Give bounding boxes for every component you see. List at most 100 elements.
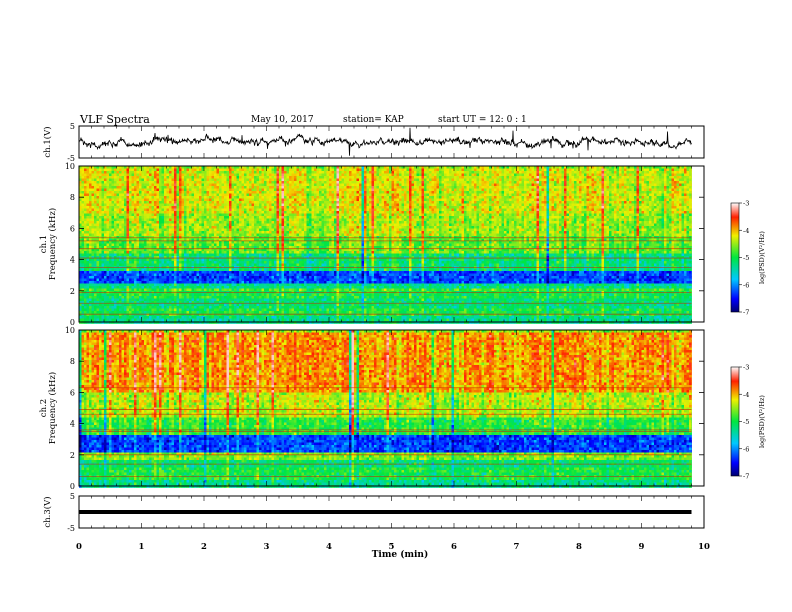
- spectrogram-cell: [244, 313, 247, 317]
- spectrogram-cell: [189, 298, 192, 302]
- spectrogram-cell: [81, 251, 85, 254]
- spectrogram-cell: [216, 288, 220, 292]
- spectrogram-cell: [151, 238, 155, 242]
- spectrogram-cell: [121, 193, 125, 197]
- spectrogram-cell: [261, 251, 265, 254]
- spectrogram-cell: [214, 271, 217, 274]
- spectrogram-cell: [251, 288, 255, 292]
- spectrogram-cell: [189, 228, 192, 232]
- spectrogram-cell: [124, 241, 127, 244]
- spectrogram-cell: [196, 191, 200, 194]
- spectrogram-cell: [191, 241, 195, 244]
- spectrogram-cell: [134, 206, 137, 209]
- spectrogram-cell: [184, 171, 187, 174]
- spectrogram-cell: [94, 168, 97, 172]
- spectrogram-cell: [229, 313, 232, 317]
- spectrogram-cell: [239, 218, 242, 222]
- spectrogram-cell: [179, 313, 182, 317]
- spectrogram-cell: [229, 241, 232, 244]
- spectrogram-cell: [146, 201, 150, 204]
- spectrogram-cell: [141, 173, 145, 177]
- spectrogram-cell: [251, 313, 255, 317]
- spectrogram-cell: [134, 203, 137, 207]
- spectrogram-cell: [186, 288, 190, 292]
- spectrogram-cell: [124, 231, 127, 234]
- spectrogram-cell: [226, 293, 230, 297]
- spectrogram-cell: [231, 173, 235, 177]
- spectrogram-cell: [236, 241, 240, 244]
- spectrogram-cell: [116, 218, 120, 222]
- spectrogram-cell: [181, 261, 185, 264]
- spectrogram-cell: [249, 191, 252, 194]
- spectrogram-cell: [249, 201, 252, 204]
- spectrogram-cell: [176, 308, 180, 312]
- spectrogram-cell: [181, 253, 185, 257]
- spectrogram-cell: [106, 241, 110, 244]
- spectrogram-cell: [119, 246, 122, 249]
- spectrogram-cell: [94, 276, 97, 279]
- spectrogram-cell: [211, 306, 215, 309]
- spectrogram-cell: [196, 318, 200, 322]
- spectrogram-cell: [234, 231, 237, 234]
- spectrogram-cell: [171, 303, 175, 307]
- spectrogram-cell: [194, 168, 197, 172]
- spectrogram-cell: [164, 241, 167, 244]
- spectrogram-cell: [131, 238, 135, 242]
- spectrogram-cell: [164, 173, 167, 177]
- spectrogram-cell: [141, 198, 145, 202]
- spectrogram-cell: [171, 281, 175, 284]
- spectrogram-cell: [159, 181, 162, 184]
- spectrogram-cell: [196, 201, 200, 204]
- spectrogram-cell: [149, 306, 152, 309]
- spectrogram-cell: [94, 246, 97, 249]
- spectrogram-cell: [266, 181, 270, 184]
- spectrogram-cell: [89, 251, 92, 254]
- spectrogram-cell: [229, 303, 232, 307]
- spectrogram-cell: [174, 181, 177, 184]
- spectrogram-cell: [221, 296, 225, 299]
- spectrogram-cell: [181, 228, 185, 232]
- spectrogram-cell: [266, 273, 270, 277]
- spectrogram-cell: [219, 238, 222, 242]
- spectrogram-cell: [121, 316, 125, 319]
- spectrogram-cell: [206, 301, 210, 304]
- spectrogram-cell: [211, 258, 215, 262]
- spectrogram-cell: [174, 206, 177, 209]
- spectrogram-cell: [86, 213, 90, 217]
- spectrogram-cell: [221, 186, 225, 189]
- spectrogram-cell: [106, 281, 110, 284]
- spectrogram-cell: [194, 253, 197, 257]
- spectrogram-cell: [259, 216, 262, 219]
- spectrogram-cell: [264, 226, 267, 229]
- spectrogram-cell: [234, 186, 237, 189]
- spectrogram-cell: [194, 258, 197, 262]
- spectrogram-cell: [261, 241, 265, 244]
- spectrogram-cell: [266, 196, 270, 199]
- spectrogram-cell: [86, 231, 90, 234]
- spectrogram-cell: [171, 298, 175, 302]
- spectrogram-cell: [81, 298, 85, 302]
- spectrogram-cell: [144, 166, 147, 169]
- spectrogram-cell: [174, 276, 177, 279]
- spectrogram-cell: [159, 206, 162, 209]
- spectrogram-cell: [239, 301, 242, 304]
- spectrogram-cell: [141, 216, 145, 219]
- spectrogram-cell: [106, 276, 110, 279]
- spectrogram-cell: [214, 198, 217, 202]
- spectrogram-cell: [211, 313, 215, 317]
- spectrogram-cell: [161, 298, 165, 302]
- spectrogram-cell: [134, 191, 137, 194]
- spectrogram-cell: [254, 186, 257, 189]
- spectrogram-cell: [234, 293, 237, 297]
- spectrogram-cell: [166, 258, 170, 262]
- spectrogram-cell: [239, 256, 242, 259]
- spectrogram-cell: [216, 216, 220, 219]
- spectrogram-cell: [164, 178, 167, 182]
- spectrogram-cell: [134, 258, 137, 262]
- spectrogram-cell: [141, 296, 145, 299]
- spectrogram-cell: [256, 168, 260, 172]
- spectrogram-cell: [129, 188, 132, 192]
- spectrogram-cell: [99, 261, 102, 264]
- spectrogram-cell: [179, 188, 182, 192]
- spectrogram-cell: [111, 308, 115, 312]
